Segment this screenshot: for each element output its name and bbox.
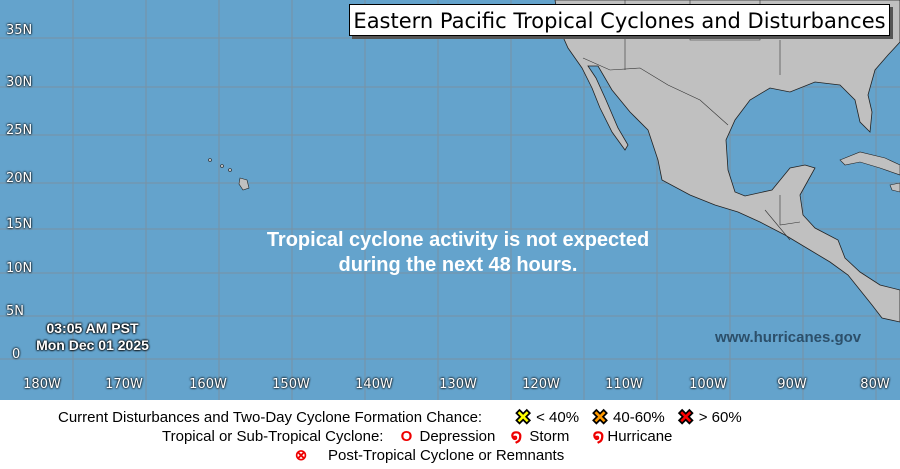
lat-label: 35N bbox=[6, 23, 33, 38]
hurricane-icon: ໑ bbox=[592, 426, 605, 446]
lon-label: 120W bbox=[522, 377, 560, 392]
lon-label: 100W bbox=[689, 377, 727, 392]
lon-label: 110W bbox=[605, 377, 643, 392]
legend-row-cyclones: Tropical or Sub-Tropical Cyclone: O Depr… bbox=[162, 426, 672, 447]
legend-post-tropical: Post-Tropical Cyclone or Remnants bbox=[328, 446, 565, 464]
lat-label: 15N bbox=[6, 217, 33, 232]
lon-label: 160W bbox=[189, 377, 227, 392]
legend-chance-medium: 40-60% bbox=[613, 409, 665, 426]
timestamp-date: Mon Dec 01 2025 bbox=[36, 337, 149, 353]
lon-label: 130W bbox=[439, 377, 477, 392]
hispaniola bbox=[889, 182, 900, 193]
hawaii-islands bbox=[208, 158, 250, 191]
lon-label: 170W bbox=[105, 377, 143, 392]
legend-row-disturbances: Current Disturbances and Two-Day Cyclone… bbox=[58, 405, 742, 430]
outlook-message: Tropical cyclone activity is not expecte… bbox=[200, 228, 716, 278]
legend-row-label: Current Disturbances and Two-Day Cyclone… bbox=[58, 409, 483, 426]
north-america-land bbox=[554, 0, 900, 323]
legend-storm: Storm bbox=[529, 428, 570, 445]
legend-row-label: Tropical or Sub-Tropical Cyclone: bbox=[162, 428, 384, 445]
outlook-message-line: Tropical cyclone activity is not expecte… bbox=[266, 229, 650, 251]
map[interactable]: 35N 30N 25N 20N 15N 10N 5N 0 180W 170W 1… bbox=[0, 0, 900, 400]
post-tropical-icon: ⊗ bbox=[294, 447, 308, 464]
lon-label: 90W bbox=[777, 377, 807, 392]
storm-icon: ໑ bbox=[510, 426, 523, 446]
legend-hurricane: Hurricane bbox=[607, 428, 673, 445]
lon-label: 140W bbox=[355, 377, 393, 392]
x-marker-red-icon: ✖ bbox=[677, 407, 695, 430]
map-title: Eastern Pacific Tropical Cyclones and Di… bbox=[349, 4, 890, 36]
lat-label: 0 bbox=[12, 347, 21, 362]
lat-label: 30N bbox=[6, 75, 33, 90]
x-marker-yellow-icon: ✖ bbox=[514, 407, 532, 430]
legend-chance-low: < 40% bbox=[536, 409, 580, 426]
legend: Current Disturbances and Two-Day Cyclone… bbox=[0, 400, 900, 469]
legend-row-post-tropical: ⊗ Post-Tropical Cyclone or Remnants bbox=[292, 446, 565, 465]
cuba bbox=[839, 151, 900, 176]
timestamp-time: 03:05 AM PST bbox=[46, 320, 139, 336]
timestamp: 03:05 AM PST Mon Dec 01 2025 bbox=[10, 320, 175, 354]
lon-label: 180W bbox=[23, 377, 61, 392]
lat-label: 10N bbox=[6, 261, 33, 276]
lon-label: 150W bbox=[272, 377, 310, 392]
website-label: www.hurricanes.gov bbox=[715, 329, 862, 346]
legend-chance-high: > 60% bbox=[698, 409, 742, 426]
lon-label: 80W bbox=[860, 377, 890, 392]
lat-label: 25N bbox=[6, 123, 33, 138]
lat-label: 5N bbox=[6, 304, 24, 319]
outlook-message-line: during the next 48 hours. bbox=[338, 254, 578, 276]
depression-icon: O bbox=[400, 428, 413, 445]
x-marker-orange-icon: ✖ bbox=[591, 407, 609, 430]
legend-depression: Depression bbox=[419, 428, 496, 445]
lat-label: 20N bbox=[6, 171, 33, 186]
